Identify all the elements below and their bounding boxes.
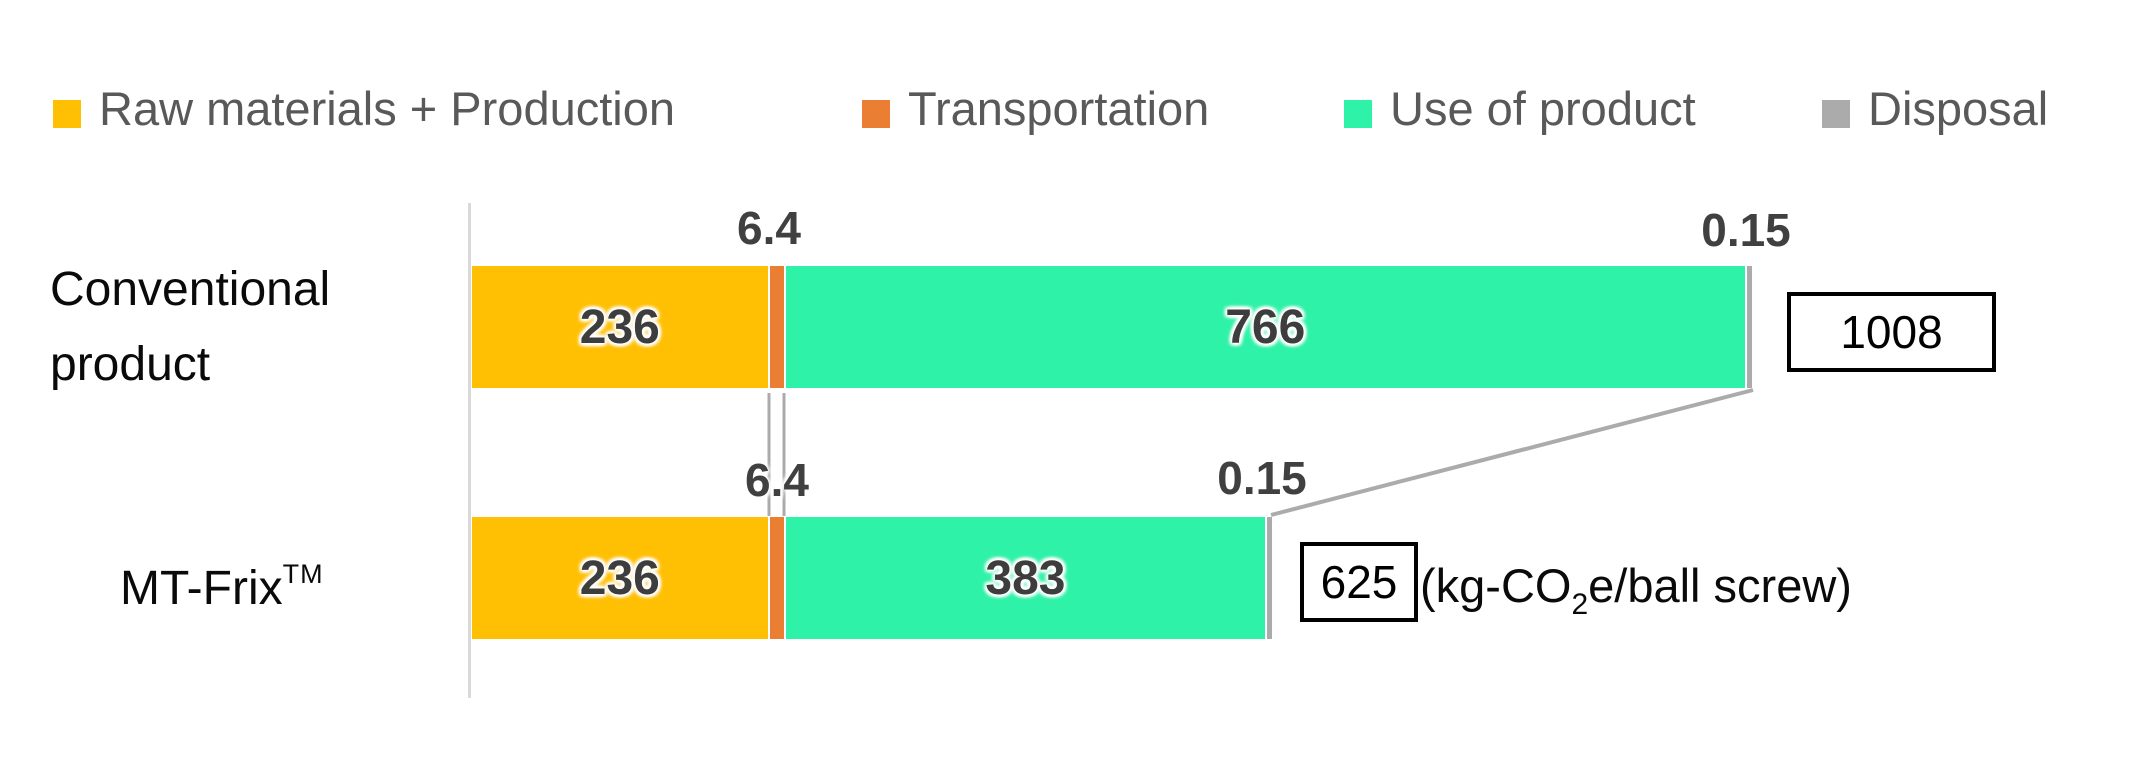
trademark-superscript: TM [282,559,324,589]
unit-suffix: e/ball screw) [1588,559,1852,612]
y-axis-line [468,203,471,698]
callout-label-transportation-row1: 6.4 [737,202,801,254]
callout-label-disposal-row2: 0.15 [1217,452,1307,504]
total-box-mt-frix: 625 [1300,542,1418,622]
row-label-conventional-product: Conventional product [50,252,330,402]
segment-raw-materials-production: 236 [472,517,768,639]
unit-prefix: (kg-CO [1420,559,1572,612]
callout-label-transportation-row2: 6.4 [745,454,809,506]
segment-value-label: 383 [985,551,1066,605]
legend-swatch-raw-materials-icon [53,100,81,128]
legend-label: Use of product [1390,81,1696,135]
unit-label: (kg-CO2e/ball screw) [1420,558,1852,622]
legend-swatch-disposal-icon [1822,100,1850,128]
legend-item-disposal: Disposal [1822,74,2048,142]
legend-label: Disposal [1868,81,2049,135]
segment-transportation [769,517,784,639]
segment-value-label: 236 [579,551,660,605]
unit-subscript: 2 [1571,588,1589,621]
legend-item-raw-materials-production: Raw materials + Production [53,74,675,142]
segment-use-of-product: 383 [785,517,1266,639]
segment-value-label: 766 [1225,300,1306,354]
legend-item-use-of-product: Use of product [1344,74,1696,142]
legend-swatch-transportation-icon [862,100,890,128]
legend-item-transportation: Transportation [862,74,1209,142]
segment-transportation [769,266,784,388]
row-label-line1: Conventional [50,263,331,316]
row-label-mt-frix: MT-FrixTM [120,551,324,633]
segment-disposal [1746,266,1752,388]
segment-value-label: 236 [579,300,660,354]
callout-label-disposal-row1: 0.15 [1701,204,1791,256]
diagonal-connector-bar-ends [1270,388,1754,517]
bar-mt-frix: 236 383 [472,517,1273,639]
row-label-text: MT-Frix [120,562,283,615]
segment-use-of-product: 766 [785,266,1745,388]
total-box-conventional: 1008 [1787,292,1996,372]
segment-disposal [1267,517,1273,639]
legend-label: Raw materials + Production [99,81,676,135]
bar-conventional-product: 236 766 [472,266,1752,388]
segment-raw-materials-production: 236 [472,266,768,388]
row-label-line2: product [50,338,211,391]
legend-label: Transportation [908,81,1210,135]
legend-swatch-use-of-product-icon [1344,100,1372,128]
